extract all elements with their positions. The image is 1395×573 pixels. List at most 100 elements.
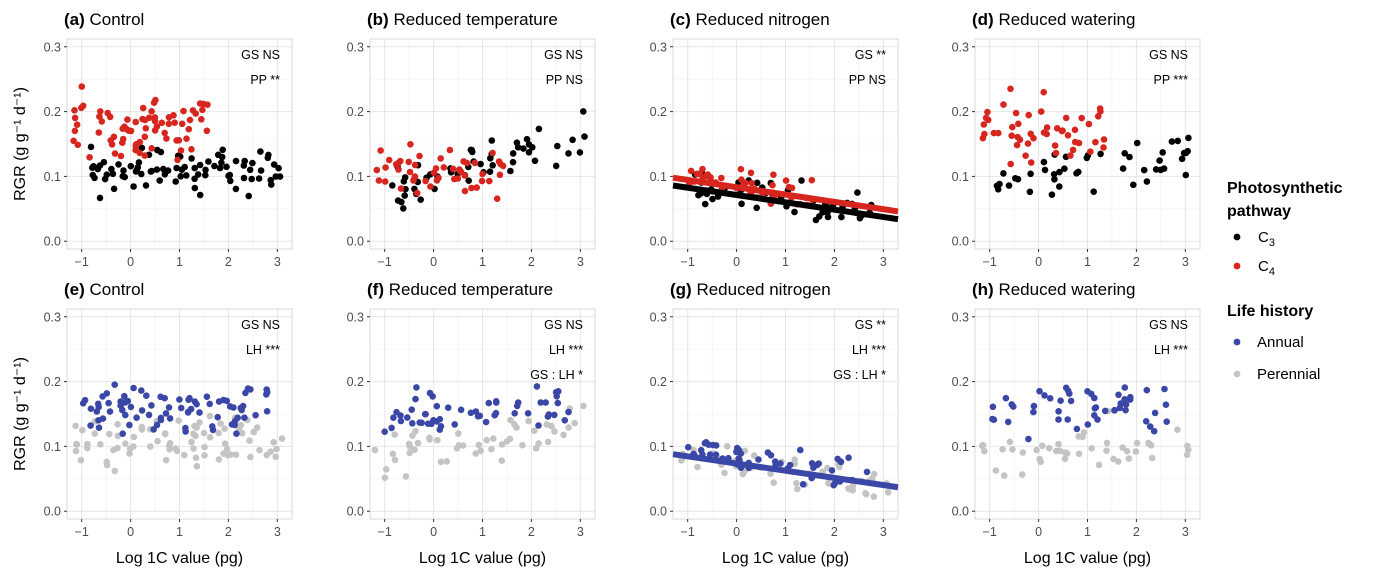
data-point (89, 164, 96, 171)
annotation: GS : LH * (833, 368, 886, 382)
data-point (147, 443, 154, 450)
data-point (246, 166, 254, 174)
y-tick-label: 0.2 (952, 105, 969, 119)
data-point (1037, 458, 1044, 466)
data-point (552, 389, 560, 396)
data-point (95, 129, 103, 136)
x-tick-label: 2 (528, 255, 535, 269)
data-point (1025, 435, 1032, 443)
data-point (531, 157, 539, 165)
data-point (106, 113, 114, 121)
data-point (397, 185, 405, 192)
panel-title: (b) Reduced temperature (367, 10, 558, 29)
data-point (389, 182, 396, 189)
data-point (1133, 139, 1141, 147)
data-point (769, 181, 776, 189)
data-point (1026, 188, 1034, 196)
data-point (511, 410, 518, 417)
data-point (153, 421, 161, 429)
annotation: LH *** (549, 343, 583, 357)
data-point (427, 183, 434, 190)
data-point (202, 166, 209, 174)
data-point (276, 173, 284, 180)
data-point (793, 479, 800, 487)
data-point (554, 142, 561, 150)
data-point (196, 409, 203, 416)
data-point (1043, 124, 1051, 131)
y-tick-label: 0.1 (650, 440, 667, 454)
data-point (815, 460, 822, 467)
data-point (138, 407, 146, 414)
data-point (117, 402, 124, 409)
data-point (436, 426, 444, 434)
data-point (488, 137, 496, 144)
data-point (1100, 144, 1107, 151)
data-point (1083, 154, 1091, 162)
data-point (1094, 416, 1101, 423)
data-point (79, 102, 87, 110)
data-point (1005, 182, 1013, 189)
data-point (845, 454, 852, 462)
panel-tag: (e) (64, 280, 85, 299)
panel-title-text: Reduced temperature (389, 10, 558, 29)
data-point (95, 403, 102, 411)
data-point (978, 442, 986, 450)
panel-title-text: Reduced nitrogen (692, 280, 831, 299)
data-point (709, 441, 717, 449)
data-point (1040, 158, 1048, 166)
data-point (514, 144, 522, 151)
data-point (735, 455, 742, 462)
x-tick-label: 3 (880, 255, 887, 269)
data-point (697, 446, 705, 454)
data-point (569, 136, 576, 144)
data-point (132, 118, 139, 126)
x-axis-label: Log 1C value (pg) (116, 550, 243, 567)
data-point (78, 83, 86, 90)
data-point (475, 441, 483, 449)
data-point (533, 383, 541, 390)
data-point (188, 438, 195, 446)
data-point (122, 411, 129, 419)
data-point (836, 463, 843, 471)
x-axis-label: Log 1C value (pg) (419, 550, 546, 567)
data-point (838, 213, 845, 221)
data-point (488, 445, 495, 453)
data-point (191, 175, 198, 183)
panel-c: −1 0 1 2 3 0.0 0.1 0.2 0.3(c) Reduced nitrogen GS… (650, 10, 899, 269)
data-point (414, 439, 422, 447)
data-point (1090, 188, 1097, 195)
data-point (791, 208, 798, 216)
data-point (1073, 170, 1080, 177)
x-tick-label: 3 (274, 525, 281, 539)
data-point (1013, 141, 1021, 149)
data-point (1055, 440, 1062, 448)
data-point (72, 447, 80, 455)
data-point (178, 166, 186, 173)
data-point (1162, 401, 1170, 409)
data-point (375, 177, 383, 184)
data-point (453, 445, 461, 452)
data-point (237, 421, 245, 429)
y-tick-label: 0.2 (44, 105, 61, 119)
panel-title-text: Reduced nitrogen (691, 10, 830, 29)
data-point (1133, 439, 1141, 447)
data-point (413, 189, 421, 197)
data-point (71, 127, 79, 135)
data-point (1066, 390, 1073, 398)
data-point (94, 165, 102, 173)
data-point (215, 456, 223, 463)
x-tick-label: 1 (176, 525, 183, 539)
data-point (1056, 168, 1063, 176)
data-point (828, 467, 836, 474)
data-point (218, 153, 226, 161)
x-axis-label: Log 1C value (pg) (722, 550, 849, 567)
data-point (96, 194, 104, 202)
data-point (1122, 401, 1130, 408)
data-point (1185, 446, 1192, 454)
annotation: GS NS (1149, 318, 1188, 332)
data-point (111, 150, 119, 157)
data-point (105, 399, 112, 407)
x-tick-label: 3 (1182, 255, 1189, 269)
data-point (218, 159, 225, 166)
